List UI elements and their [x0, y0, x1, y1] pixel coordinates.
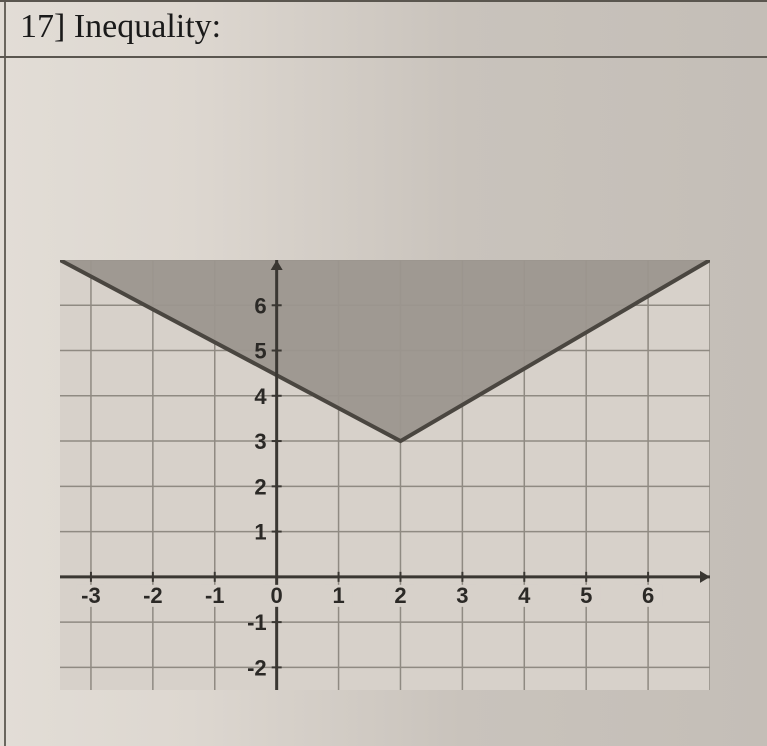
problem-number: 17] — [20, 8, 65, 45]
svg-text:6: 6 — [642, 583, 654, 608]
svg-text:6: 6 — [254, 293, 266, 318]
svg-text:4: 4 — [518, 583, 531, 608]
svg-text:2: 2 — [254, 474, 266, 499]
svg-text:-1: -1 — [247, 610, 267, 635]
svg-text:-2: -2 — [143, 583, 163, 608]
svg-text:3: 3 — [254, 429, 266, 454]
svg-text:-3: -3 — [81, 583, 101, 608]
svg-text:0: 0 — [271, 583, 283, 608]
left-margin-rule — [4, 0, 6, 746]
svg-text:-2: -2 — [247, 655, 267, 680]
svg-text:-1: -1 — [205, 583, 225, 608]
svg-text:2: 2 — [394, 583, 406, 608]
inequality-graph: -3-2-10123-456-3-2-10123456-2-1123456 — [60, 260, 710, 690]
svg-text:3: 3 — [456, 583, 468, 608]
svg-text:1: 1 — [254, 520, 266, 545]
problem-label: Inequality: — [74, 8, 221, 45]
worksheet-page: 17] Inequality: -3-2-10123-456-3-2-10123… — [0, 0, 767, 746]
svg-text:5: 5 — [254, 339, 266, 364]
graph-container: -3-2-10123-456-3-2-10123456-2-1123456 — [60, 260, 710, 690]
svg-text:4: 4 — [254, 384, 267, 409]
svg-text:1: 1 — [332, 583, 344, 608]
problem-header: 17] Inequality: — [0, 0, 767, 58]
svg-text:5: 5 — [580, 583, 592, 608]
